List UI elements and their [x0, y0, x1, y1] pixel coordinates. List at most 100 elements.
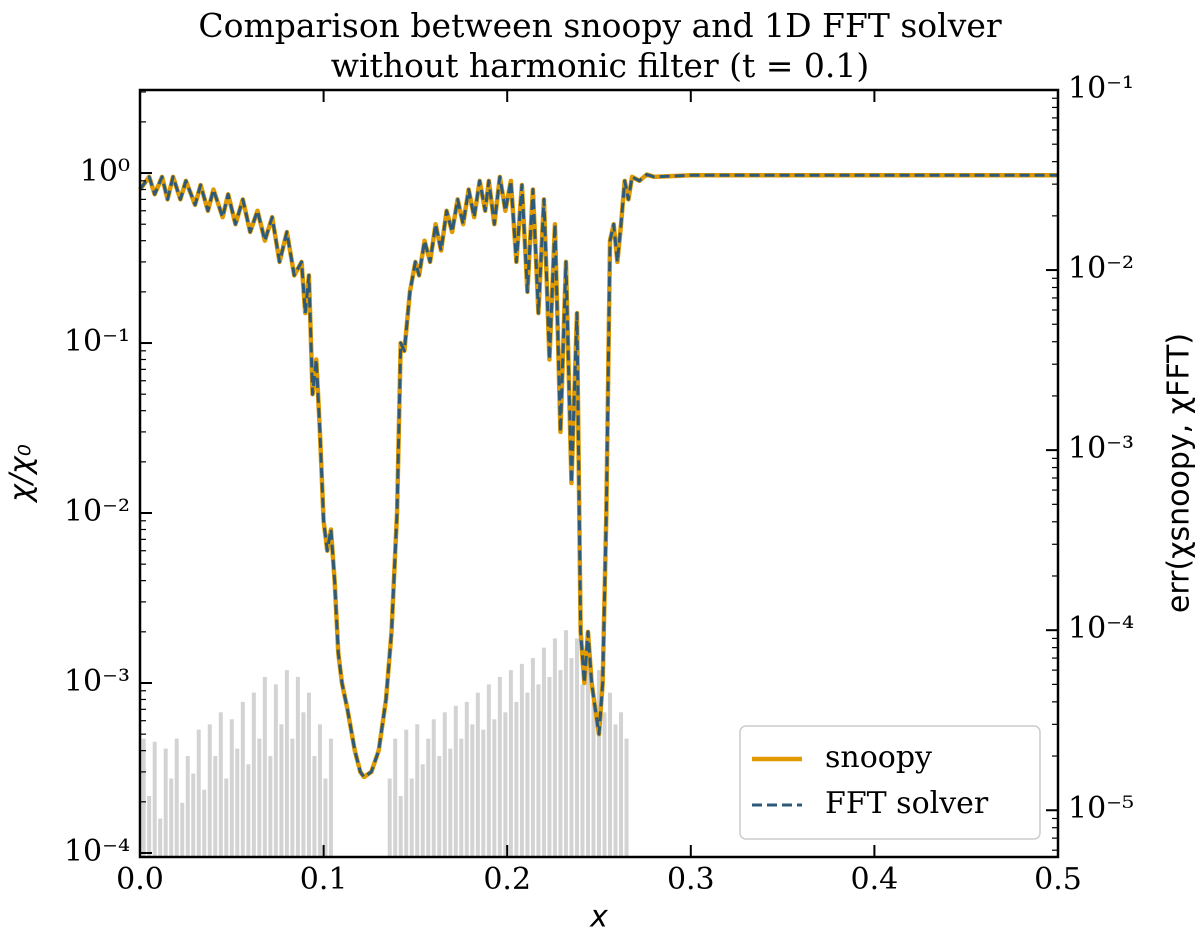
error-bar — [312, 756, 317, 857]
error-bar — [229, 719, 234, 857]
error-bar — [393, 738, 398, 857]
plot-frame — [138, 88, 1060, 859]
y2-axis-label: err(χsnoopy, χFFT) — [1162, 333, 1197, 613]
error-bar — [306, 692, 311, 857]
error-bar — [246, 764, 251, 857]
error-bar — [431, 719, 436, 857]
error-bar — [448, 748, 453, 857]
error-bar — [404, 729, 409, 857]
error-bar — [475, 692, 480, 857]
error-bar — [437, 756, 442, 857]
error-bar — [530, 658, 535, 857]
error-bar — [624, 738, 629, 857]
error-bar — [257, 738, 262, 857]
error-bar — [442, 712, 447, 857]
error-bar — [279, 724, 284, 857]
error-bar — [196, 729, 201, 857]
x-axis-label: x — [589, 900, 608, 935]
error-bar — [481, 729, 486, 857]
error-bar — [558, 670, 563, 857]
error-bar — [563, 630, 568, 857]
x-tick-label: 0.1 — [300, 862, 348, 897]
error-bar — [602, 712, 607, 857]
y2-tick-label: 10⁻² — [1068, 251, 1134, 286]
y2-tick-label: 10⁻⁵ — [1068, 791, 1134, 826]
error-bar — [202, 789, 207, 857]
error-bar — [591, 701, 596, 857]
error-bar — [547, 676, 552, 857]
error-bar — [180, 802, 185, 857]
legend-box — [739, 725, 1041, 840]
error-bar — [464, 701, 469, 857]
error-bar — [409, 778, 414, 857]
error-bar — [273, 684, 278, 857]
error-bar — [317, 724, 322, 857]
error-bar — [619, 712, 624, 857]
x-tick-label: 0.2 — [483, 862, 531, 897]
chart-subtitle: without harmonic filter (t = 0.1) — [331, 46, 870, 85]
error-bar — [191, 773, 196, 857]
error-bar — [207, 724, 212, 857]
error-bar — [224, 778, 229, 857]
error-bar — [323, 778, 328, 857]
error-bar — [147, 795, 152, 857]
y2-tick-label: 10⁻³ — [1068, 431, 1134, 466]
error-bar — [585, 647, 590, 857]
y-tick-label: 10⁰ — [80, 154, 130, 189]
y2-tick-label: 10⁻¹ — [1068, 71, 1134, 106]
error-bar — [459, 738, 464, 857]
error-bar — [387, 778, 392, 857]
error-bar — [174, 738, 179, 857]
error-bar — [152, 741, 157, 857]
error-bar — [536, 684, 541, 857]
error-bar — [486, 684, 491, 857]
error-bar — [268, 756, 273, 857]
x-tick-label: 0.5 — [1034, 862, 1082, 897]
error-bar — [235, 748, 240, 857]
error-bar — [580, 684, 585, 857]
error-bar — [503, 712, 508, 857]
x-tick-label: 0.0 — [116, 862, 164, 897]
legend-label: FFT solver — [825, 786, 989, 821]
series-line — [138, 173, 1058, 779]
error-bar — [185, 756, 190, 857]
x-tick-label: 0.3 — [667, 862, 715, 897]
error-bar — [295, 676, 300, 857]
error-bar — [398, 795, 403, 857]
error-bar — [514, 701, 519, 857]
legend-label: snoopy — [825, 740, 932, 775]
error-bar — [569, 658, 574, 857]
error-bar — [519, 663, 524, 857]
error-bar — [525, 692, 530, 857]
error-bar — [608, 692, 613, 857]
error-bar — [552, 638, 557, 857]
error-bar — [301, 712, 306, 857]
error-bar — [497, 676, 502, 857]
error-bar — [415, 724, 420, 857]
error-bar — [541, 647, 546, 857]
error-bar — [574, 638, 579, 857]
error-bar — [508, 670, 513, 857]
y-axis-label: χ/χ₀ — [4, 444, 39, 504]
error-bar — [420, 764, 425, 857]
y-tick-label: 10⁻³ — [64, 664, 130, 699]
error-bar — [470, 724, 475, 857]
x-tick-label: 0.4 — [851, 862, 899, 897]
error-bar — [426, 738, 431, 857]
error-bar — [251, 692, 256, 857]
y2-tick-label: 10⁻⁴ — [1068, 611, 1134, 646]
error-bar — [262, 676, 267, 857]
error-bar — [218, 712, 223, 857]
error-bar — [163, 748, 168, 857]
error-bar — [240, 701, 245, 857]
error-bar — [158, 818, 163, 857]
y-tick-label: 10⁻¹ — [64, 324, 130, 359]
error-bar — [492, 719, 497, 857]
error-bar — [597, 670, 601, 857]
y-tick-label: 10⁻⁴ — [64, 834, 130, 869]
error-bar — [290, 738, 295, 857]
error-bar — [169, 778, 174, 857]
error-bar — [613, 724, 618, 857]
error-bar — [284, 670, 289, 857]
